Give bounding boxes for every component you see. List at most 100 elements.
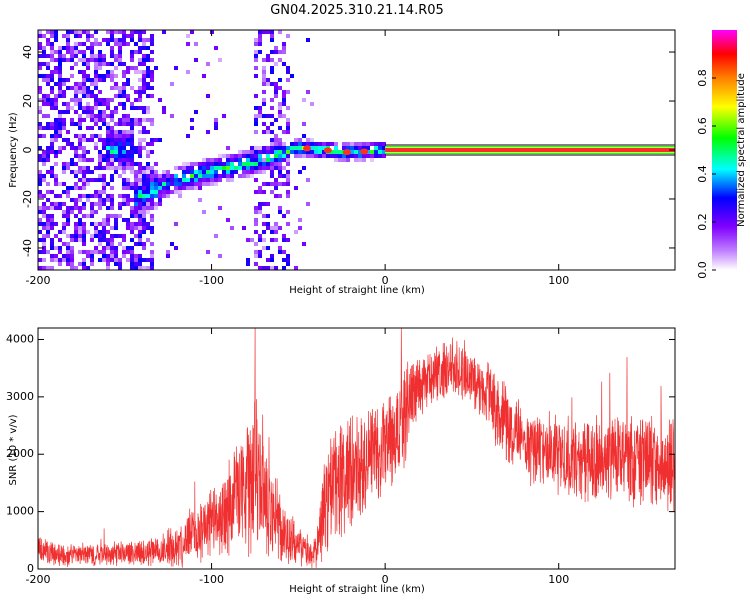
spectrogram-cell [246, 154, 250, 158]
spectrogram-cell [126, 202, 130, 206]
spectrogram-cell [50, 78, 54, 82]
spectrogram-cell [258, 30, 262, 34]
spectrogram-cell [146, 46, 150, 50]
spectrogram-cell [206, 158, 210, 162]
spectrogram-cell [46, 266, 50, 270]
spectrogram-cell [82, 62, 86, 66]
spectrogram-cell [146, 70, 150, 74]
spectrogram-cell [46, 54, 50, 58]
spectrogram-cell [202, 210, 206, 214]
spectrogram-cell [110, 62, 114, 66]
spectrogram-cell [138, 122, 142, 126]
spectrogram-cell [102, 202, 106, 206]
spectrogram-cell [98, 158, 102, 162]
spectrogram-cell [130, 250, 134, 254]
spectrogram-cell [50, 102, 54, 106]
spectrogram-cell [270, 166, 274, 170]
spectrogram-cell [78, 218, 82, 222]
spectrogram-cell [310, 142, 314, 146]
spectrogram-cell [106, 146, 110, 150]
spectrogram-cell [194, 182, 198, 186]
spectrogram-cell [130, 230, 134, 234]
spectrogram-cell [86, 62, 90, 66]
spectrogram-cell [122, 70, 126, 74]
spectrogram-cell [38, 146, 42, 150]
spectrogram-cell [54, 222, 58, 226]
spectrogram-cell [190, 182, 194, 186]
snr-x-axis-label: Height of straight line (km) [289, 584, 425, 595]
spectrogram-cell [86, 86, 90, 90]
spectrogram-ridge [303, 144, 675, 156]
spectrogram-x-axis-label: Height of straight line (km) [289, 285, 425, 296]
spectrogram-cell [186, 162, 190, 166]
spectrogram-cell [346, 158, 350, 162]
spectrogram-cell [230, 154, 234, 158]
spectrogram-cell [118, 214, 122, 218]
spectrogram-cell [262, 190, 266, 194]
spectrogram-cell [102, 78, 106, 82]
spectrogram-cell [90, 118, 94, 122]
spectrogram-cell [258, 210, 262, 214]
spectrogram-cell [102, 122, 106, 126]
spectrogram-cell [42, 94, 46, 98]
spectrogram-cell [110, 46, 114, 50]
spectrogram-cell [254, 166, 258, 170]
spectrogram-cell [302, 154, 306, 158]
spectrogram-cell [254, 74, 258, 78]
spectrogram-cell [114, 218, 118, 222]
spectrogram-cell [242, 150, 246, 154]
spectrogram-cell [74, 162, 78, 166]
spectrogram-cell [82, 150, 86, 154]
spectrogram-cell [98, 42, 102, 46]
spectrogram-cell [166, 254, 170, 258]
spectrogram-cell [150, 254, 154, 258]
spectrogram-cell [278, 78, 282, 82]
spectrogram-cell [78, 30, 82, 34]
spectrogram-cell [302, 134, 306, 138]
spectrogram-cell [150, 218, 154, 222]
spectrogram-cell [62, 202, 66, 206]
spectrogram-cell [94, 70, 98, 74]
spectrogram-cell [110, 38, 114, 42]
spectrogram-cell [122, 118, 126, 122]
spectrogram-cell [126, 82, 130, 86]
y-tick-label: 40 [21, 45, 34, 59]
spectrogram-cell [38, 54, 42, 58]
spectrogram-cell [42, 238, 46, 242]
spectrogram-cell [246, 162, 250, 166]
spectrogram-cell [74, 182, 78, 186]
spectrogram-cell [122, 106, 126, 110]
spectrogram-cell [66, 58, 70, 62]
spectrogram-cell [50, 54, 54, 58]
spectrogram-cell [118, 174, 122, 178]
spectrogram-cell [114, 146, 118, 150]
spectrogram-cell [46, 150, 50, 154]
spectrogram-cell [58, 118, 62, 122]
spectrogram-cell [118, 242, 122, 246]
spectrogram-cell [182, 170, 186, 174]
spectrogram-cell [142, 78, 146, 82]
spectrogram-cell [58, 206, 62, 210]
spectrogram-cell [82, 166, 86, 170]
spectrogram-cell [70, 30, 74, 34]
spectrogram-cell [86, 46, 90, 50]
spectrogram-cell [150, 42, 154, 46]
spectrogram-cell [78, 58, 82, 62]
spectrogram-cell [122, 198, 126, 202]
spectrogram-cell [226, 158, 230, 162]
spectrogram-cell [74, 102, 78, 106]
spectrogram-cell [270, 230, 274, 234]
spectrogram-cell [286, 158, 290, 162]
spectrogram-cell [46, 122, 50, 126]
spectrogram-cell [70, 106, 74, 110]
spectrogram-cell [46, 42, 50, 46]
spectrogram-cell [130, 246, 134, 250]
spectrogram-cell [54, 130, 58, 134]
spectrogram-cell [54, 58, 58, 62]
spectrogram-cell [186, 34, 190, 38]
spectrogram-cell [358, 146, 362, 150]
spectrogram-cell [54, 178, 58, 182]
spectrogram-cell [114, 106, 118, 110]
spectrogram-cell [82, 138, 86, 142]
spectrogram-cell [78, 42, 82, 46]
